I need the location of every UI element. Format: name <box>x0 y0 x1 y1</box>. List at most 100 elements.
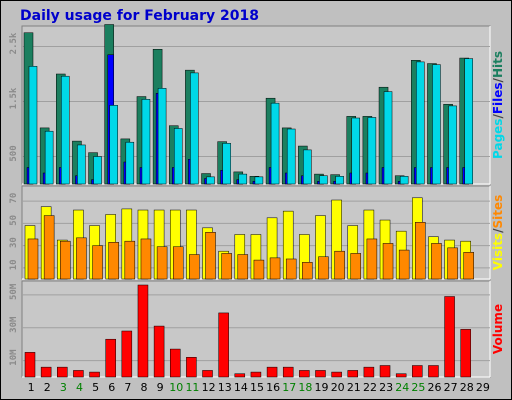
bar-sites <box>189 254 200 280</box>
bar-volume <box>121 330 133 378</box>
panel-volume: 50M 30M 10M <box>9 280 491 378</box>
day-label: 3 <box>60 381 67 394</box>
bar-volume <box>218 312 229 378</box>
day-label: 29 <box>476 381 490 394</box>
day-label: 20 <box>331 381 345 394</box>
bar-volume <box>89 371 100 378</box>
axis-label-part: / <box>491 228 505 233</box>
bar-volume <box>412 365 423 378</box>
bar-pages <box>416 61 425 185</box>
bar-sites <box>463 252 474 280</box>
bar-volume <box>153 325 165 378</box>
bar-volume <box>363 366 375 378</box>
bar-pages <box>238 173 248 185</box>
bar-volume <box>73 370 84 378</box>
bar-pages <box>383 91 393 185</box>
bar-sites <box>382 243 394 280</box>
axis-label-visits_sites: Visits/Sites <box>491 195 505 271</box>
bar-volume <box>315 370 326 378</box>
bar-sites <box>221 253 232 280</box>
bar-volume <box>186 357 197 378</box>
tick-label: 10M <box>9 349 19 366</box>
bar-sites <box>366 238 378 280</box>
day-label: 17 <box>282 381 296 394</box>
tick-label: 2.5k <box>9 32 19 54</box>
tick-label: 500 <box>9 145 19 161</box>
day-label: 12 <box>202 381 216 394</box>
axis-label-part: Hits <box>491 51 505 78</box>
bar-sites <box>205 232 216 280</box>
day-label: 11 <box>185 381 199 394</box>
bar-pages <box>351 117 361 185</box>
bar-pages <box>448 105 457 185</box>
bar-sites <box>43 215 55 280</box>
bar-pages <box>432 64 441 185</box>
bar-volume <box>266 366 278 378</box>
bar-volume <box>250 371 262 378</box>
day-label: 2 <box>44 381 51 394</box>
bar-pages <box>222 143 231 185</box>
bar-pages <box>28 66 38 185</box>
axis-label-part: Visits <box>491 233 505 270</box>
axis-label-part: / <box>491 77 505 82</box>
bar-sites <box>140 238 152 280</box>
day-label: 22 <box>363 381 377 394</box>
bar-sites <box>302 262 313 280</box>
bar-pages <box>190 72 199 185</box>
bar-volume <box>137 284 149 378</box>
bar-sites <box>27 238 39 280</box>
bar-pages <box>141 99 151 185</box>
bar-pages <box>270 102 280 185</box>
bar-pages <box>286 128 296 185</box>
tick-label: 1.5k <box>9 87 19 109</box>
bar-pages <box>173 128 183 185</box>
day-label: 18 <box>298 381 312 394</box>
axis-label-volume: Volume <box>491 304 505 354</box>
day-label: 16 <box>266 381 280 394</box>
tick-label: 30 <box>9 237 19 248</box>
day-label: 10 <box>169 381 183 394</box>
day-label: 6 <box>108 381 115 394</box>
bar-volume <box>282 366 294 378</box>
bar-volume <box>428 365 439 378</box>
bar-pages <box>61 75 70 185</box>
day-label: 15 <box>250 381 264 394</box>
bar-pages <box>464 58 473 185</box>
bar-volume <box>24 352 36 378</box>
day-label: 1 <box>28 381 35 394</box>
bar-volume <box>169 348 181 378</box>
bar-volume <box>202 370 213 378</box>
bar-pages <box>254 176 264 185</box>
bar-pages <box>44 130 54 185</box>
bar-sites <box>415 222 426 280</box>
tick-label: 50 <box>9 215 19 226</box>
bar-sites <box>108 242 119 280</box>
axis-label-part: Sites <box>491 195 505 229</box>
day-label: 19 <box>315 381 329 394</box>
bar-pages <box>157 88 167 185</box>
bar-volume <box>57 366 68 378</box>
day-label: 8 <box>141 381 148 394</box>
day-label: 26 <box>428 381 442 394</box>
bar-sites <box>318 256 329 280</box>
day-label: 7 <box>124 381 131 394</box>
tick-label: 50M <box>9 283 19 300</box>
bar-pages <box>77 144 86 185</box>
bar-sites <box>172 246 184 280</box>
bar-volume <box>460 329 471 378</box>
bar-sites <box>447 247 458 280</box>
bar-volume <box>299 370 310 378</box>
bar-volume <box>105 338 116 378</box>
bar-pages <box>319 175 328 185</box>
bar-sites <box>60 240 71 280</box>
axis-label-part: Files <box>491 82 505 114</box>
bar-sites <box>156 246 168 280</box>
day-label: 13 <box>218 381 232 394</box>
day-label: 28 <box>460 381 474 394</box>
tick-label: 70 <box>9 193 19 204</box>
bar-volume <box>347 370 359 378</box>
axis-label-part: Volume <box>491 304 505 354</box>
tick-label: 30M <box>9 316 19 333</box>
